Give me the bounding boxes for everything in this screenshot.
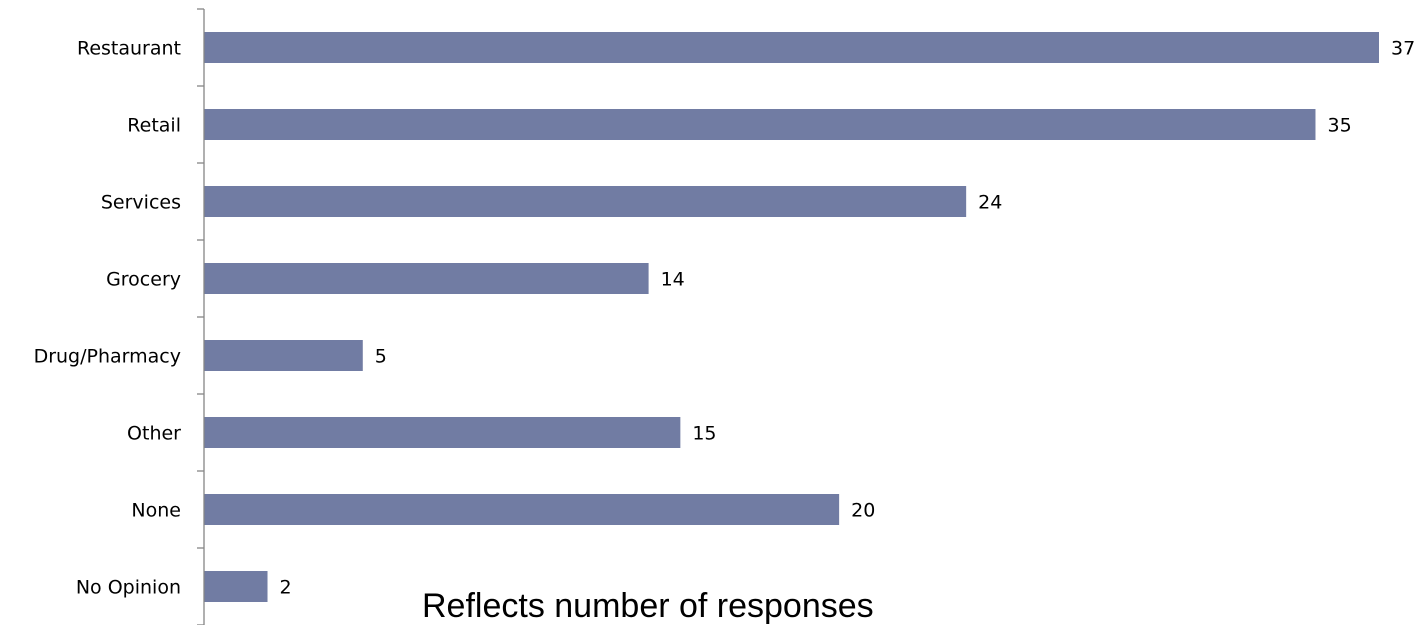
category-axis <box>197 8 205 625</box>
category-label-services: Services <box>101 192 181 214</box>
category-label-restaurant: Restaurant <box>77 38 181 60</box>
value-label-no-opinion: 2 <box>280 577 292 599</box>
category-label-other: Other <box>127 423 181 445</box>
bar-drug-pharmacy <box>204 340 363 371</box>
category-label-none: None <box>131 500 181 522</box>
bar-other <box>204 417 681 448</box>
bar-grocery <box>204 263 649 294</box>
value-label-restaurant: 37 <box>1391 38 1415 60</box>
bar-restaurant <box>204 32 1379 63</box>
value-label-services: 24 <box>978 192 1002 214</box>
category-labels: Restaurant Retail Services Grocery Drug/Phar… <box>34 38 182 599</box>
category-label-drug-pharmacy: Drug/Pharmacy <box>34 346 181 368</box>
bars-group <box>204 32 1379 602</box>
value-label-retail: 35 <box>1327 115 1351 137</box>
value-label-drug-pharmacy: 5 <box>375 346 387 368</box>
bar-no-opinion <box>204 571 268 602</box>
value-label-grocery: 14 <box>661 269 685 291</box>
value-labels: 37 35 24 14 5 15 20 2 <box>280 38 1416 599</box>
bar-retail <box>204 109 1316 140</box>
bar-services <box>204 186 967 217</box>
value-label-other: 15 <box>692 423 716 445</box>
bar-none <box>204 494 840 525</box>
category-label-no-opinion: No Opinion <box>76 577 181 599</box>
category-label-grocery: Grocery <box>106 269 181 291</box>
value-label-none: 20 <box>851 500 875 522</box>
chart-annotation: Reflects number of responses <box>422 587 874 625</box>
category-label-retail: Retail <box>127 115 181 137</box>
